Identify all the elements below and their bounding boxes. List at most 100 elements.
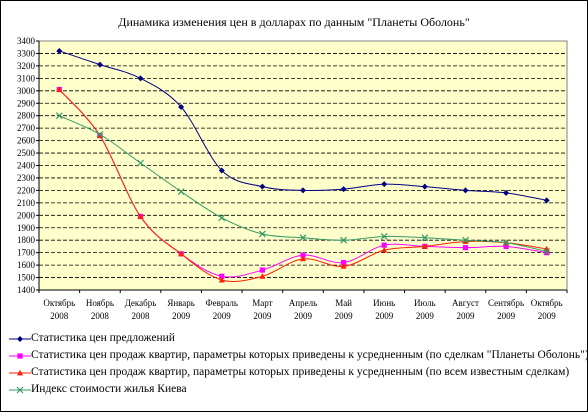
legend-label: Индекс стоимости жилья Киева bbox=[31, 383, 187, 395]
legend-item-1: Статистика цен предложений bbox=[7, 330, 587, 347]
legend-swatch bbox=[9, 353, 31, 359]
series-2-point bbox=[462, 245, 469, 251]
x-tick-label-year: 2009 bbox=[335, 311, 354, 321]
series-4-point bbox=[543, 247, 551, 255]
series-1-point bbox=[56, 47, 63, 54]
y-tick-label: 2400 bbox=[17, 161, 36, 171]
series-3-point bbox=[381, 246, 388, 253]
series-3-point bbox=[259, 273, 266, 279]
y-tick-label: 1500 bbox=[17, 273, 36, 283]
legend-swatch bbox=[9, 336, 31, 342]
y-tick-label: 2000 bbox=[17, 210, 36, 220]
series-4-point bbox=[462, 236, 469, 244]
legend-item-2: Статистика цен продаж квартир, параметры… bbox=[7, 347, 588, 364]
x-tick-label: Февраль bbox=[206, 298, 239, 308]
y-tick-label: 2500 bbox=[17, 148, 36, 158]
x-tick-label-year: 2009 bbox=[375, 311, 394, 321]
y-tick-label: 3000 bbox=[17, 86, 36, 96]
x-tick-label-year: 2009 bbox=[213, 311, 232, 321]
x-tick-label-year: 2008 bbox=[50, 311, 69, 321]
y-tick-label: 1400 bbox=[17, 285, 36, 295]
x-tick-label: Июнь bbox=[373, 298, 395, 308]
legend-label: Статистика цен продаж квартир, параметры… bbox=[31, 349, 588, 361]
series-4-point bbox=[340, 236, 348, 244]
legend-item-4: Индекс стоимости жилья Киева bbox=[7, 381, 587, 398]
x-tick-label: Ноябрь bbox=[86, 298, 114, 308]
series-4-point bbox=[137, 159, 144, 167]
series-4-point bbox=[421, 234, 429, 242]
series-1-point bbox=[381, 181, 388, 188]
series-2-point bbox=[341, 260, 347, 266]
x-tick-label-year: 2009 bbox=[497, 311, 516, 321]
series-4-point bbox=[502, 239, 510, 247]
x-tick-label: Май bbox=[335, 298, 352, 308]
series-3-point bbox=[340, 263, 347, 269]
series-2-point bbox=[544, 250, 550, 256]
series-2-point bbox=[381, 242, 387, 248]
series-3-point bbox=[137, 213, 144, 219]
x-tick-label: Октябрь bbox=[531, 298, 563, 308]
series-1-point bbox=[300, 187, 306, 194]
series-3-point bbox=[218, 276, 225, 283]
y-tick-label: 2700 bbox=[17, 123, 36, 133]
y-tick-label: 2300 bbox=[17, 173, 36, 183]
y-tick-label: 3200 bbox=[17, 61, 36, 71]
y-tick-label: 1800 bbox=[17, 235, 36, 245]
y-tick-label: 1700 bbox=[17, 248, 36, 258]
series-3-point bbox=[56, 86, 63, 92]
series-1-point bbox=[503, 189, 510, 196]
y-tick-label: 2100 bbox=[17, 198, 36, 208]
series-4-point bbox=[218, 214, 226, 222]
legend: Статистика цен предложений Статистика цен… bbox=[7, 330, 588, 398]
series-4-point bbox=[55, 112, 63, 120]
x-tick-label: Август bbox=[452, 298, 479, 308]
x-tick-label: Октябрь bbox=[43, 298, 75, 308]
y-tick-label: 2900 bbox=[17, 98, 36, 108]
legend-swatch-marker bbox=[17, 336, 23, 342]
legend-swatch-marker bbox=[17, 369, 23, 376]
legend-swatch-marker bbox=[16, 386, 24, 394]
series-1-point bbox=[462, 187, 469, 194]
series-markers-1 bbox=[56, 47, 550, 204]
x-tick-label: Сентябрь bbox=[488, 298, 524, 308]
x-tick-label-year: 2009 bbox=[456, 311, 475, 321]
y-tick-label: 3100 bbox=[17, 73, 36, 83]
x-tick-label-year: 2009 bbox=[253, 311, 272, 321]
y-tick-label: 1600 bbox=[17, 260, 36, 270]
series-1-point bbox=[178, 103, 185, 110]
x-tick-label: Март bbox=[252, 298, 272, 308]
y-tick-label: 1900 bbox=[17, 223, 36, 233]
series-4-point bbox=[96, 130, 104, 138]
x-tick-label: Апрель bbox=[289, 298, 317, 308]
series-1-point bbox=[218, 167, 225, 174]
legend-swatch-marker bbox=[17, 353, 23, 359]
series-4-point bbox=[177, 188, 185, 196]
series-2-point bbox=[219, 273, 225, 279]
legend-swatch bbox=[9, 369, 31, 376]
series-4-point bbox=[380, 233, 388, 240]
y-tick-label: 2800 bbox=[17, 111, 36, 121]
x-tick-label-year: 2008 bbox=[132, 311, 151, 321]
series-2-point bbox=[300, 252, 306, 258]
x-tick-label: Декабрь bbox=[125, 298, 157, 308]
series-3-point bbox=[300, 255, 306, 262]
series-2-point bbox=[503, 243, 509, 250]
series-4-point bbox=[258, 230, 266, 238]
chart-title: Динамика изменения цен в долларах по дан… bbox=[118, 15, 470, 29]
y-tick-label: 3400 bbox=[17, 36, 36, 46]
series-4-point bbox=[299, 234, 307, 242]
series-markers-4 bbox=[55, 112, 551, 255]
series-1-point bbox=[543, 197, 550, 204]
x-tick-label-year: 2008 bbox=[91, 311, 110, 321]
series-1-point bbox=[340, 186, 347, 193]
series-1-point bbox=[421, 183, 428, 190]
x-tick-label-year: 2009 bbox=[172, 311, 191, 321]
series-3-point bbox=[178, 250, 185, 257]
legend-label: Статистика цен продаж квартир, параметры… bbox=[31, 366, 570, 378]
x-tick-label-year: 2009 bbox=[294, 311, 313, 321]
series-2-point bbox=[259, 267, 265, 273]
series-1-point bbox=[137, 75, 144, 82]
y-tick-label: 2600 bbox=[17, 136, 36, 146]
